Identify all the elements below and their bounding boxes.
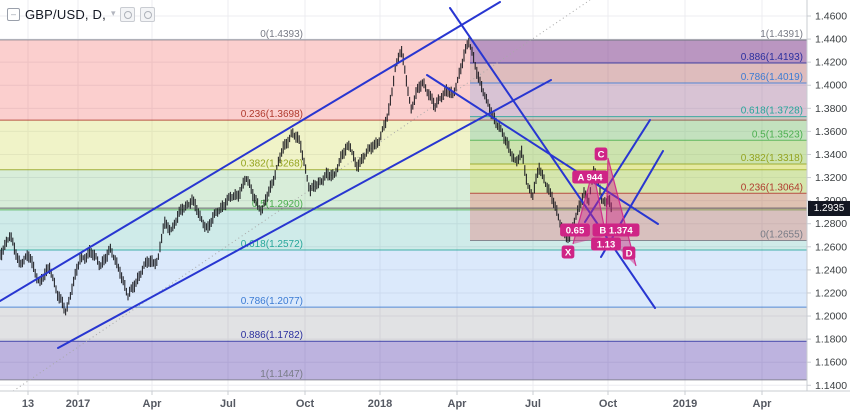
y-tick-label: 1.3200	[815, 172, 847, 184]
fib-level-label: 1(1.4391)	[760, 29, 803, 40]
fib-level-label: 0.618(1.3728)	[741, 106, 803, 117]
fib-level-label: 0.618(1.2572)	[241, 239, 303, 250]
x-tick-label: Jul	[220, 398, 236, 410]
legend-circle-icon-1[interactable]	[120, 7, 136, 22]
y-tick-label: 1.4600	[815, 11, 847, 23]
y-tick-label: 1.2800	[815, 218, 847, 230]
y-tick-label: 1.2400	[815, 264, 847, 276]
y-tick-label: 1.2600	[815, 241, 847, 253]
candlesticks[interactable]	[0, 37, 612, 316]
fib-band	[0, 250, 807, 308]
svg-text:C: C	[598, 150, 605, 161]
falling-channel-lower[interactable]	[449, 7, 656, 309]
fib-band	[0, 341, 807, 380]
symbol-legend: – GBP/USD, D, ▾	[7, 7, 156, 22]
chevron-down-icon[interactable]: ▾	[110, 8, 116, 18]
pattern-label-c[interactable]: C	[594, 147, 608, 161]
svg-text:X: X	[565, 248, 572, 259]
pattern-label-b[interactable]: B 1.374	[592, 223, 640, 237]
fib-level-label: 1(1.1447)	[260, 369, 303, 380]
svg-text:A 944: A 944	[578, 173, 604, 184]
y-tick-label: 1.2000	[815, 311, 847, 323]
symbol-title[interactable]: GBP/USD, D,	[25, 7, 106, 22]
fib-level-label: 0.382(1.3318)	[741, 153, 803, 164]
svg-text:0.65: 0.65	[566, 226, 585, 237]
y-tick-label: 1.3400	[815, 149, 847, 161]
fib-band	[0, 307, 807, 342]
rising-channel-lower[interactable]	[57, 79, 552, 349]
time-axis-bg[interactable]	[0, 391, 850, 416]
candles-layer[interactable]	[0, 37, 612, 316]
fib-level-label: 0.886(1.1782)	[241, 330, 303, 341]
dotted-trendline[interactable]	[0, 0, 591, 401]
x-tick-label: Jul	[525, 398, 541, 410]
fib-level-label: 0.5(1.2920)	[252, 199, 303, 210]
fib-level-label: 0.236(1.3698)	[241, 109, 303, 120]
x-tick-label: 2019	[673, 398, 697, 410]
rising-channel-upper[interactable]	[0, 1, 501, 302]
fib-band	[470, 83, 807, 117]
last-price-badge: 1.2935	[808, 200, 850, 216]
x-tick-label: Apr	[448, 398, 468, 410]
fib-band	[0, 169, 807, 210]
fib-2016-2018[interactable]	[0, 39, 807, 381]
y-tick-label: 1.4400	[815, 34, 847, 46]
svg-text:B 1.374: B 1.374	[599, 226, 633, 237]
short-rising-upper[interactable]	[584, 119, 651, 223]
pattern-label-a[interactable]: A 944	[572, 170, 608, 184]
fib-level-label: 0.886(1.4193)	[741, 52, 803, 63]
x-tick-label: Oct	[599, 398, 618, 410]
fib-level-label: 0(1.4393)	[260, 29, 303, 40]
price-axis[interactable]: 1.4600 1.4400 1.4200 1.4000 1.3800 1.3600 1.34…	[807, 11, 847, 392]
xabcd-pattern[interactable]: X A 944 0.65 B 1.374 1.13 C D	[560, 147, 640, 267]
y-tick-label: 1.1800	[815, 334, 847, 346]
svg-text:D: D	[626, 249, 633, 260]
circle-glyph	[123, 10, 132, 19]
y-tick-label: 1.2200	[815, 287, 847, 299]
y-tick-label: 1.1400	[815, 380, 847, 392]
svg-text:1.13: 1.13	[597, 240, 616, 251]
y-tick-label: 1.1600	[815, 357, 847, 369]
fib-level-label: 0.236(1.3064)	[741, 182, 803, 193]
legend-circle-icon-2[interactable]	[140, 7, 156, 22]
pattern-label-0.65[interactable]: 0.65	[560, 223, 590, 237]
collapse-legend-icon[interactable]: –	[7, 8, 20, 21]
fib-band	[0, 39, 807, 121]
pattern-label-d[interactable]: D	[622, 246, 636, 260]
fib-band	[0, 209, 807, 251]
fib-level-label: 0.786(1.4019)	[741, 72, 803, 83]
time-axis[interactable]: 13 2017 Apr Jul Oct 2018 Apr Jul Oct 2019 Apr	[22, 391, 772, 410]
pattern-label-x[interactable]: X	[561, 245, 575, 259]
fib-level-label: 0.786(1.2077)	[241, 296, 303, 307]
falling-channel-upper[interactable]	[426, 74, 659, 225]
y-tick-label: 1.3600	[815, 126, 847, 138]
x-tick-label: Apr	[753, 398, 773, 410]
x-tick-label: 2017	[66, 398, 90, 410]
fib-band	[470, 116, 807, 141]
gridlines	[0, 0, 807, 391]
fib-band	[0, 120, 807, 170]
fib-band	[470, 62, 807, 84]
fib-level-label: 0(1.2655)	[760, 229, 803, 240]
y-tick-label: 1.4000	[815, 80, 847, 92]
x-tick-label: 2018	[368, 398, 392, 410]
pattern-label-1.13[interactable]: 1.13	[591, 237, 621, 251]
fib-level-label: 0.5(1.3523)	[752, 129, 803, 140]
fib-level-label: 0.382(1.3268)	[241, 159, 303, 170]
x-tick-label: Apr	[143, 398, 163, 410]
fib-band	[470, 40, 807, 63]
y-tick-label: 1.4200	[815, 57, 847, 69]
x-tick-label: 13	[22, 398, 34, 410]
circle-glyph	[143, 10, 152, 19]
y-tick-label: 1.3800	[815, 103, 847, 115]
x-tick-label: Oct	[296, 398, 315, 410]
